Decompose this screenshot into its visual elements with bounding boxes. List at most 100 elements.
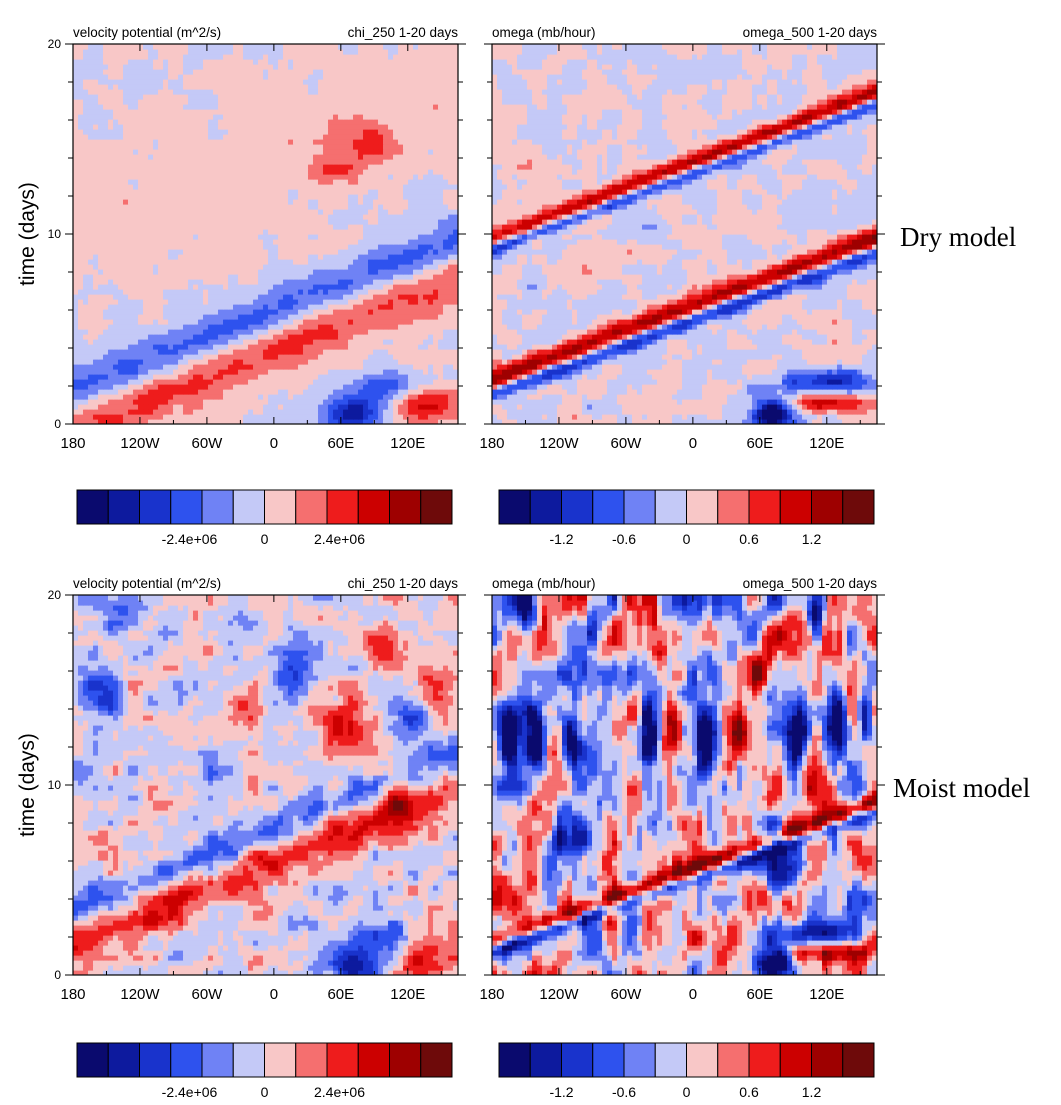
field-cell bbox=[238, 254, 244, 260]
field-cell bbox=[243, 334, 249, 340]
field-cell bbox=[423, 379, 429, 385]
field-cell bbox=[238, 234, 244, 240]
field-cell bbox=[268, 249, 274, 255]
field-cell bbox=[88, 174, 94, 180]
field-cell bbox=[333, 124, 339, 130]
field-cell bbox=[388, 139, 394, 145]
field-cell bbox=[223, 254, 229, 260]
field-cell bbox=[288, 214, 294, 220]
field-cell bbox=[378, 369, 384, 375]
field-cell bbox=[158, 419, 164, 424]
field-cell bbox=[168, 289, 174, 295]
field-cell bbox=[423, 189, 429, 195]
field-cell bbox=[298, 404, 304, 410]
field-cell bbox=[198, 309, 204, 315]
field-cell bbox=[198, 259, 204, 265]
field-cell bbox=[228, 379, 234, 385]
field-cell bbox=[98, 184, 104, 190]
field-cell bbox=[153, 364, 159, 370]
field-cell bbox=[188, 409, 194, 415]
field-cell bbox=[333, 214, 339, 220]
field-cell bbox=[228, 244, 234, 250]
field-cell bbox=[118, 324, 124, 330]
field-cell bbox=[153, 179, 159, 185]
field-cell bbox=[428, 379, 434, 385]
field-cell bbox=[428, 224, 434, 230]
field-cell bbox=[298, 334, 304, 340]
field-cell bbox=[78, 159, 84, 165]
field-cell bbox=[113, 369, 119, 375]
field-cell bbox=[288, 164, 294, 170]
field-cell bbox=[418, 139, 424, 145]
field-cell bbox=[393, 314, 399, 320]
field-cell bbox=[158, 239, 164, 245]
field-cell bbox=[168, 404, 174, 410]
field-cell bbox=[398, 179, 404, 185]
field-cell bbox=[168, 219, 174, 225]
field-cell bbox=[333, 269, 339, 275]
field-cell bbox=[118, 134, 124, 140]
field-cell bbox=[383, 129, 389, 135]
field-cell bbox=[318, 214, 324, 220]
field-cell bbox=[278, 164, 284, 170]
field-cell bbox=[308, 164, 314, 170]
field-cell bbox=[188, 309, 194, 315]
field-cell bbox=[428, 109, 434, 115]
field-cell bbox=[73, 364, 79, 370]
field-cell bbox=[78, 279, 84, 285]
field-cell bbox=[218, 139, 224, 145]
field-cell bbox=[173, 364, 179, 370]
field-cell bbox=[403, 264, 409, 270]
field-cell bbox=[303, 279, 309, 285]
field-cell bbox=[183, 419, 189, 424]
field-cell bbox=[358, 164, 364, 170]
field-cell bbox=[128, 239, 134, 245]
field-cell bbox=[238, 144, 244, 150]
field-cell bbox=[318, 284, 324, 290]
field-cell bbox=[243, 189, 249, 195]
field-cell bbox=[368, 259, 374, 265]
field-cell bbox=[448, 374, 454, 380]
field-cell bbox=[393, 169, 399, 175]
field-cell bbox=[278, 289, 284, 295]
field-cell bbox=[348, 214, 354, 220]
field-cell bbox=[308, 329, 314, 335]
field-cell bbox=[333, 359, 339, 365]
field-cell bbox=[433, 254, 439, 260]
field-cell bbox=[308, 159, 314, 165]
field-cell bbox=[308, 269, 314, 275]
field-cell bbox=[278, 154, 284, 160]
field-cell bbox=[73, 109, 79, 115]
field-cell bbox=[93, 419, 99, 424]
field-cell bbox=[303, 339, 309, 345]
field-cell bbox=[343, 234, 349, 240]
field-cell bbox=[268, 229, 274, 235]
field-cell bbox=[243, 194, 249, 200]
field-cell bbox=[388, 194, 394, 200]
field-cell bbox=[448, 309, 454, 315]
field-cell bbox=[393, 199, 399, 205]
field-cell bbox=[348, 354, 354, 360]
field-cell bbox=[428, 404, 434, 410]
field-cell bbox=[373, 244, 379, 250]
field-cell bbox=[93, 224, 99, 230]
field-cell bbox=[253, 324, 259, 330]
field-cell bbox=[108, 364, 114, 370]
field-cell bbox=[328, 399, 334, 405]
field-cell bbox=[143, 169, 149, 175]
field-cell bbox=[303, 354, 309, 360]
field-cell bbox=[313, 349, 319, 355]
field-cell bbox=[133, 324, 139, 330]
field-cell bbox=[118, 389, 124, 395]
field-cell bbox=[408, 179, 414, 185]
field-cell bbox=[408, 149, 414, 155]
field-cell bbox=[158, 124, 164, 130]
field-cell bbox=[403, 124, 409, 130]
field-cell bbox=[453, 229, 458, 235]
field-cell bbox=[378, 99, 384, 105]
field-cell bbox=[453, 334, 458, 340]
field-cell bbox=[318, 179, 324, 185]
field-cell bbox=[373, 299, 379, 305]
field-cell bbox=[178, 184, 184, 190]
field-cell bbox=[333, 329, 339, 335]
